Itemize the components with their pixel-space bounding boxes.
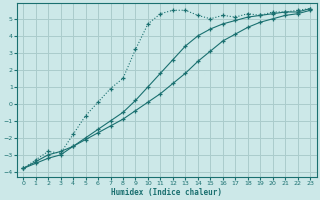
X-axis label: Humidex (Indice chaleur): Humidex (Indice chaleur) — [111, 188, 222, 197]
